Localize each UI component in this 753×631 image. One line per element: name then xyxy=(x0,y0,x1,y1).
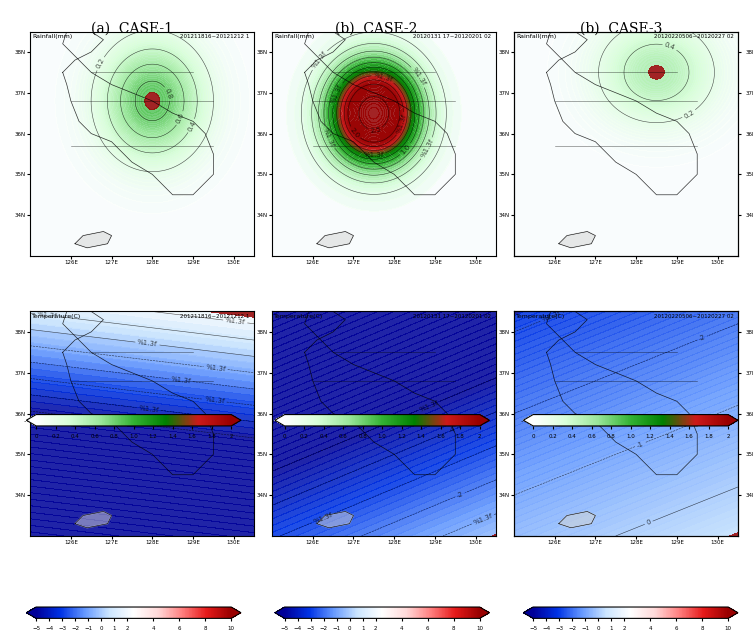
Polygon shape xyxy=(559,512,596,528)
Text: %1.3f: %1.3f xyxy=(472,512,493,526)
Polygon shape xyxy=(317,512,353,528)
Text: 1.0: 1.0 xyxy=(400,143,412,155)
Text: 2.0: 2.0 xyxy=(349,127,361,139)
Text: %1.3f: %1.3f xyxy=(396,114,408,134)
Text: ...: ... xyxy=(23,418,29,423)
Text: 201211816~20121212 1: 201211816~20121212 1 xyxy=(180,314,250,319)
Text: %1.3f: %1.3f xyxy=(312,512,334,525)
Text: Rainfall(mm): Rainfall(mm) xyxy=(274,34,315,38)
PathPatch shape xyxy=(275,607,285,618)
Text: Rainfall(mm): Rainfall(mm) xyxy=(32,34,72,38)
Text: 20120220506~20120227 02: 20120220506~20120227 02 xyxy=(654,314,733,319)
Text: 0.8: 0.8 xyxy=(163,88,173,100)
PathPatch shape xyxy=(231,607,241,618)
Text: %1.3f: %1.3f xyxy=(205,364,226,372)
Text: %1.3f: %1.3f xyxy=(419,399,440,413)
Text: 0.2: 0.2 xyxy=(683,109,695,119)
PathPatch shape xyxy=(275,415,285,426)
PathPatch shape xyxy=(523,415,533,426)
Text: %1.3f: %1.3f xyxy=(225,317,245,326)
Text: -4: -4 xyxy=(447,426,456,434)
Text: %1.3f: %1.3f xyxy=(330,83,343,104)
PathPatch shape xyxy=(231,415,241,426)
Text: 20120131 17~20120201 02: 20120131 17~20120201 02 xyxy=(413,34,492,38)
Polygon shape xyxy=(559,232,596,248)
PathPatch shape xyxy=(480,607,489,618)
Text: 20120131 17~20120201 02: 20120131 17~20120201 02 xyxy=(413,314,492,319)
Text: Temperature(C): Temperature(C) xyxy=(517,314,566,319)
Polygon shape xyxy=(75,512,111,528)
Text: %1.3f: %1.3f xyxy=(70,413,91,422)
Text: Temperature(C): Temperature(C) xyxy=(32,314,81,319)
Text: (a)  CASE-1: (a) CASE-1 xyxy=(91,22,172,36)
Text: ...: ... xyxy=(520,418,526,423)
Text: Temperature(C): Temperature(C) xyxy=(274,314,324,319)
Text: (b)  CASE-2: (b) CASE-2 xyxy=(335,22,418,36)
PathPatch shape xyxy=(26,607,36,618)
Text: 0.6: 0.6 xyxy=(175,112,185,125)
Text: %1.3f: %1.3f xyxy=(139,405,159,413)
Text: %1.3f: %1.3f xyxy=(420,138,435,159)
PathPatch shape xyxy=(728,415,738,426)
Text: %1.3f: %1.3f xyxy=(310,50,328,69)
Text: 0: 0 xyxy=(645,519,652,526)
Text: 20120220506~20120227 02: 20120220506~20120227 02 xyxy=(654,34,733,38)
Text: ...: ... xyxy=(272,418,277,423)
Text: %1.3f: %1.3f xyxy=(37,311,57,319)
Text: 0.2: 0.2 xyxy=(95,57,105,70)
Text: Rainfall(mm): Rainfall(mm) xyxy=(517,34,556,38)
Text: %1.3f: %1.3f xyxy=(373,71,394,83)
Text: %1.3f: %1.3f xyxy=(137,339,158,348)
PathPatch shape xyxy=(523,607,533,618)
PathPatch shape xyxy=(480,415,489,426)
PathPatch shape xyxy=(728,607,738,618)
Polygon shape xyxy=(317,232,353,248)
PathPatch shape xyxy=(26,415,36,426)
Text: -2: -2 xyxy=(456,491,465,499)
Polygon shape xyxy=(75,232,111,248)
Text: %1.3f: %1.3f xyxy=(410,67,427,87)
Text: (b)  CASE-3: (b) CASE-3 xyxy=(580,22,663,36)
Text: -2: -2 xyxy=(698,334,706,342)
Text: %1.3f: %1.3f xyxy=(322,127,336,148)
Text: 0.4: 0.4 xyxy=(187,119,197,132)
Text: %1.3f: %1.3f xyxy=(364,151,384,158)
Text: %1.3f: %1.3f xyxy=(170,376,191,384)
Text: %1.3f: %1.3f xyxy=(204,396,225,405)
Text: -1: -1 xyxy=(636,440,645,449)
Text: 2.5: 2.5 xyxy=(370,126,382,134)
Text: 201211816~20121212 1: 201211816~20121212 1 xyxy=(180,34,250,38)
Text: 0.4: 0.4 xyxy=(663,42,676,52)
Text: %1.3f: %1.3f xyxy=(541,310,562,324)
